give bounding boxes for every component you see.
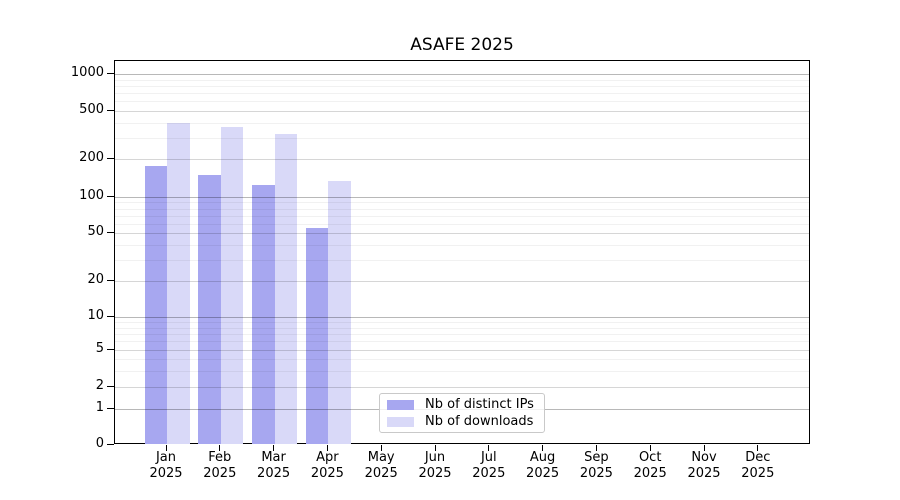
gridline-2 — [115, 387, 809, 388]
x-tick-mark-may — [380, 445, 382, 451]
y-tick-mark-0 — [107, 444, 114, 445]
gridline-1000 — [115, 74, 809, 75]
gridline-3 — [115, 370, 809, 372]
gridline-800 — [115, 85, 809, 87]
gridline-500 — [115, 111, 809, 112]
gridline-10 — [115, 317, 809, 318]
x-tick-mark-jun — [434, 445, 436, 451]
legend-swatch-distinct-ips-icon — [387, 399, 414, 410]
gridline-90 — [115, 202, 809, 204]
gridline-7 — [115, 333, 809, 335]
gridline-60 — [115, 223, 809, 225]
legend-item-distinct-ips: Nb of distinct IPs — [380, 397, 544, 413]
x-tick-label-jun: Jun 2025 — [418, 450, 452, 481]
y-tick-mark-20 — [107, 280, 114, 281]
plot-area — [114, 60, 810, 444]
x-tick-label-mar: Mar 2025 — [257, 450, 291, 481]
legend-label-downloads: Nb of downloads — [425, 413, 534, 429]
gridline-50 — [115, 233, 809, 234]
x-tick-label-nov: Nov 2025 — [687, 450, 721, 481]
bar-distinct-ips-apr — [305, 228, 329, 444]
gridline-400 — [115, 122, 809, 124]
x-tick-label-oct: Oct 2025 — [633, 450, 667, 481]
gridline-80 — [115, 208, 809, 210]
bar-downloads-feb — [220, 126, 244, 444]
y-tick-label-5: 5 — [95, 341, 104, 356]
bar-distinct-ips-feb — [198, 174, 221, 444]
gridline-6 — [115, 341, 809, 343]
gridline-600 — [115, 101, 809, 103]
legend-label-distinct-ips: Nb of distinct IPs — [425, 396, 534, 412]
y-tick-mark-1 — [107, 408, 114, 409]
bar-downloads-mar — [274, 134, 298, 444]
y-tick-label-50: 50 — [87, 224, 104, 239]
y-tick-label-2: 2 — [95, 378, 104, 393]
y-tick-label-200: 200 — [79, 150, 104, 165]
y-tick-mark-10 — [107, 316, 114, 317]
y-tick-label-10: 10 — [87, 308, 104, 323]
x-tick-mark-dec — [757, 445, 759, 451]
y-tick-label-1: 1 — [95, 400, 104, 415]
gridline-20 — [115, 281, 809, 282]
legend: Nb of distinct IPs Nb of downloads — [379, 393, 545, 433]
x-tick-mark-sep — [595, 445, 597, 451]
x-tick-mark-mar — [273, 445, 275, 451]
bar-distinct-ips-jan — [144, 166, 167, 444]
bar-downloads-jan — [167, 122, 190, 444]
gridline-900 — [115, 79, 809, 81]
x-tick-mark-aug — [542, 445, 544, 451]
x-tick-label-sep: Sep 2025 — [579, 450, 613, 481]
gridline-30 — [115, 259, 809, 261]
x-tick-label-may: May 2025 — [364, 450, 398, 481]
x-tick-mark-jul — [488, 445, 490, 451]
gridline-70 — [115, 215, 809, 217]
legend-swatch-downloads-icon — [387, 416, 414, 427]
gridline-200 — [115, 159, 809, 160]
x-tick-mark-feb — [219, 445, 221, 451]
y-tick-label-20: 20 — [87, 272, 104, 287]
gridline-40 — [115, 244, 809, 246]
x-tick-label-aug: Aug 2025 — [526, 450, 560, 481]
x-tick-mark-oct — [649, 445, 651, 451]
y-tick-mark-100 — [107, 196, 114, 197]
y-tick-mark-500 — [107, 110, 114, 111]
x-tick-mark-apr — [326, 445, 328, 451]
chart-title: ASAFE 2025 — [410, 35, 514, 55]
x-tick-label-jul: Jul 2025 — [472, 450, 506, 481]
x-tick-mark-nov — [703, 445, 705, 451]
x-tick-label-dec: Dec 2025 — [741, 450, 775, 481]
bar-downloads-apr — [328, 180, 351, 444]
gridline-100 — [115, 197, 809, 198]
gridline-5 — [115, 350, 809, 351]
y-tick-mark-1000 — [107, 73, 114, 74]
x-tick-label-apr: Apr 2025 — [310, 450, 344, 481]
y-tick-label-500: 500 — [79, 102, 104, 117]
gridline-9 — [115, 322, 809, 324]
gridline-8 — [115, 327, 809, 329]
y-tick-label-0: 0 — [95, 436, 104, 451]
y-tick-mark-50 — [107, 232, 114, 233]
y-tick-mark-200 — [107, 158, 114, 159]
bar-distinct-ips-mar — [252, 184, 275, 444]
gridline-4 — [115, 359, 809, 360]
y-tick-mark-5 — [107, 349, 114, 350]
y-tick-label-1000: 1000 — [70, 65, 104, 80]
legend-item-downloads: Nb of downloads — [380, 414, 544, 430]
gridline-700 — [115, 93, 809, 95]
y-tick-label-100: 100 — [79, 188, 104, 203]
gridline-300 — [115, 137, 809, 139]
x-tick-label-jan: Jan 2025 — [149, 450, 183, 481]
x-tick-mark-jan — [165, 445, 167, 451]
y-tick-mark-2 — [107, 386, 114, 387]
x-tick-label-feb: Feb 2025 — [203, 450, 237, 481]
